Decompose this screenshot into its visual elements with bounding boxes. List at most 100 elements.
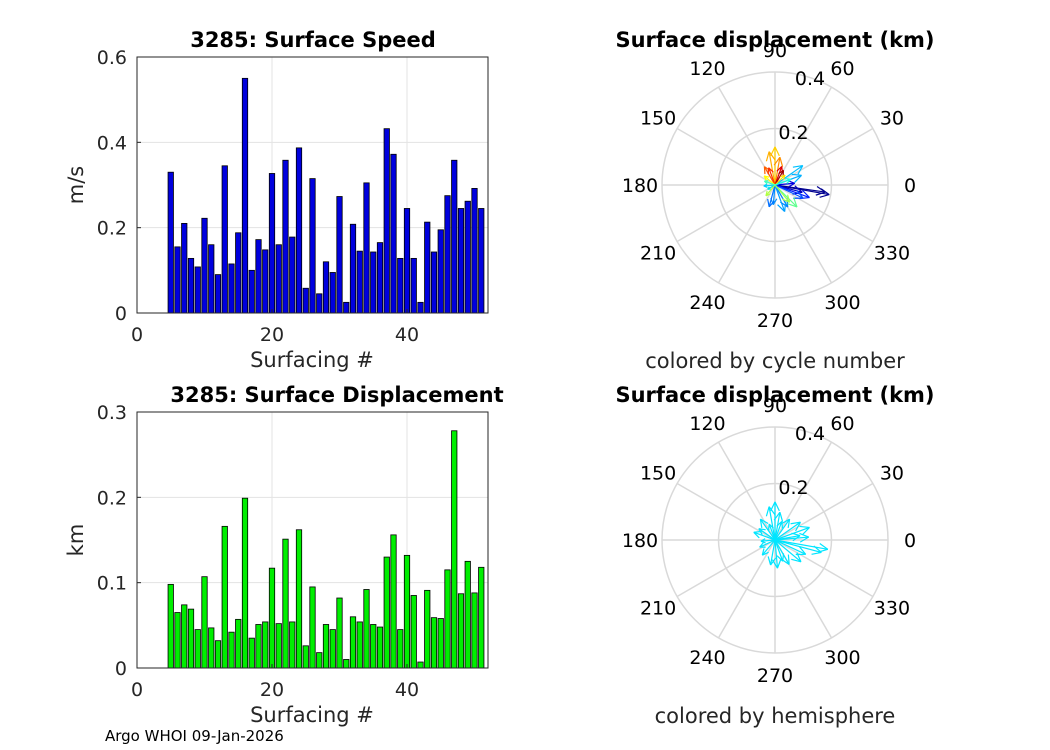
displacement-arrow bbox=[763, 183, 776, 188]
bar bbox=[174, 612, 181, 669]
y-tick-label: 0.6 bbox=[97, 47, 127, 69]
bar bbox=[329, 272, 336, 314]
displacement-arrow bbox=[774, 539, 822, 555]
bar bbox=[228, 263, 235, 314]
bar bbox=[397, 629, 404, 669]
bar bbox=[248, 637, 255, 669]
angle-label: 30 bbox=[880, 108, 904, 130]
angle-label: 120 bbox=[689, 413, 725, 435]
bar bbox=[221, 165, 228, 314]
bar bbox=[437, 229, 444, 314]
displacement-x-label: Surfacing # bbox=[250, 703, 374, 727]
bar bbox=[235, 618, 242, 669]
angle-label: 60 bbox=[830, 58, 854, 80]
bar bbox=[289, 236, 296, 314]
polar-spoke bbox=[676, 184, 776, 243]
bar bbox=[464, 200, 471, 314]
bar bbox=[444, 569, 451, 669]
y-tick-label: 0.4 bbox=[97, 132, 127, 154]
polar-hemisphere-title: Surface displacement (km) bbox=[615, 383, 934, 407]
displacement-arrow bbox=[759, 539, 776, 548]
polar-cycle-subtitle: colored by cycle number bbox=[645, 349, 905, 373]
bar bbox=[343, 301, 350, 314]
bar bbox=[309, 586, 316, 669]
bar bbox=[187, 608, 195, 669]
bar bbox=[268, 567, 276, 669]
displacement-arrow bbox=[774, 174, 786, 186]
bar bbox=[214, 640, 222, 669]
speed-axes-box bbox=[136, 56, 489, 314]
displacement-arrow bbox=[767, 184, 776, 208]
bar bbox=[430, 617, 438, 669]
angle-label: 210 bbox=[640, 243, 676, 265]
footer-credit: Argo WHOI 09-Jan-2026 bbox=[105, 727, 284, 745]
bar bbox=[478, 208, 485, 314]
bar bbox=[208, 627, 215, 669]
x-tick-label: 20 bbox=[260, 324, 284, 346]
polar-spoke bbox=[717, 184, 776, 284]
bar bbox=[343, 659, 350, 669]
bar bbox=[241, 77, 249, 314]
bar bbox=[403, 554, 411, 669]
polar-spoke bbox=[676, 482, 776, 541]
bar bbox=[424, 221, 431, 314]
bar bbox=[444, 195, 451, 314]
bar bbox=[376, 242, 384, 314]
angle-label: 90 bbox=[763, 395, 787, 417]
bar bbox=[316, 293, 323, 314]
angle-label: 90 bbox=[763, 40, 787, 62]
polar-spoke bbox=[676, 539, 776, 598]
displacement-arrow bbox=[763, 175, 776, 186]
displacement-arrow bbox=[774, 520, 784, 541]
bar bbox=[397, 257, 404, 314]
radial-tick-label: 0.2 bbox=[778, 477, 808, 499]
bar bbox=[282, 538, 289, 669]
bar bbox=[181, 222, 188, 314]
radial-tick-label: 0.2 bbox=[778, 122, 808, 144]
bar bbox=[235, 232, 242, 314]
bar bbox=[349, 616, 357, 669]
bar bbox=[390, 153, 397, 314]
bar bbox=[295, 147, 303, 314]
polar-spoke bbox=[717, 441, 776, 541]
displacement-arrow bbox=[774, 178, 792, 186]
bar bbox=[309, 178, 316, 314]
radial-tick-label: 0.4 bbox=[795, 423, 825, 445]
bar bbox=[167, 583, 174, 669]
bar bbox=[316, 652, 323, 669]
displacement-arrow bbox=[774, 532, 801, 542]
bar bbox=[451, 159, 458, 314]
bar bbox=[208, 244, 215, 314]
bar bbox=[275, 244, 282, 314]
displacement-arrow bbox=[768, 523, 776, 541]
angle-label: 0 bbox=[904, 530, 916, 552]
bar bbox=[356, 621, 363, 669]
bar bbox=[167, 171, 174, 314]
bar bbox=[417, 301, 424, 314]
bar bbox=[457, 208, 465, 314]
displacement-arrow bbox=[774, 184, 804, 199]
angle-label: 150 bbox=[640, 108, 676, 130]
polar-spoke bbox=[774, 441, 833, 541]
displacement-arrow bbox=[771, 539, 782, 569]
polar-spoke bbox=[717, 539, 776, 639]
displacement-arrow bbox=[774, 539, 785, 562]
displacement-arrow bbox=[774, 184, 826, 196]
angle-label: 270 bbox=[757, 665, 793, 687]
bar bbox=[187, 257, 195, 314]
bar bbox=[322, 261, 330, 314]
bar bbox=[410, 595, 417, 669]
angle-label: 180 bbox=[622, 530, 658, 552]
bar bbox=[336, 597, 343, 669]
speed-chart: 3285: Surface Speed 0 20 40 0 0.2 0.4 0.6 Surf… bbox=[64, 28, 489, 372]
bar bbox=[370, 624, 377, 669]
bar bbox=[363, 182, 370, 314]
bar bbox=[194, 266, 201, 314]
bar bbox=[262, 621, 269, 669]
bar bbox=[302, 287, 309, 314]
bar bbox=[241, 497, 249, 669]
y-tick-label: 0 bbox=[115, 658, 127, 680]
polar-spoke bbox=[774, 482, 874, 541]
x-tick-label: 0 bbox=[131, 679, 143, 701]
